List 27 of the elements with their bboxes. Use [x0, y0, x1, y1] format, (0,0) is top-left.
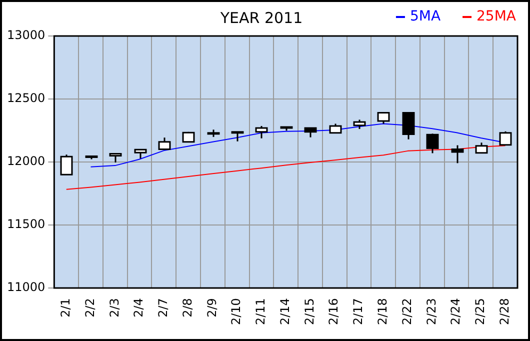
x-tick-label: 2/2 [82, 298, 97, 318]
x-tick-label: 2/18 [376, 298, 390, 326]
x-tick-label: 2/10 [229, 298, 244, 326]
x-tick-label: 2/17 [351, 298, 366, 326]
x-tick-label: 2/3 [107, 298, 122, 318]
x-tick-label: 2/28 [497, 298, 512, 326]
x-tick-label: 2/24 [448, 298, 463, 326]
x-tick-label: 2/22 [400, 298, 414, 326]
x-tick-label: 2/14 [278, 298, 292, 326]
y-tick-label: 11000 [6, 280, 46, 294]
y-tick-label: 13000 [6, 28, 46, 42]
x-tick-label: 2/25 [473, 298, 488, 326]
x-tick-label: 2/23 [424, 298, 438, 326]
chart-title: YEAR 2011 [219, 8, 303, 27]
x-tick-label: 2/15 [302, 298, 316, 326]
x-tick-label: 2/16 [326, 298, 341, 326]
y-tick-label: 12000 [6, 154, 46, 168]
legend-label: 5MA [410, 8, 441, 25]
x-tick-label: 2/11 [254, 298, 268, 326]
y-tick-label: 12500 [6, 91, 46, 106]
x-tick-label: 2/1 [58, 298, 72, 318]
x-tick-label: 2/8 [180, 298, 194, 318]
x-tick-label: 2/7 [156, 298, 170, 318]
legend-label: 25MA [476, 8, 516, 25]
x-tick-label: 2/4 [132, 298, 146, 318]
y-tick-label: 11500 [6, 217, 46, 232]
x-tick-label: 2/9 [204, 298, 219, 318]
